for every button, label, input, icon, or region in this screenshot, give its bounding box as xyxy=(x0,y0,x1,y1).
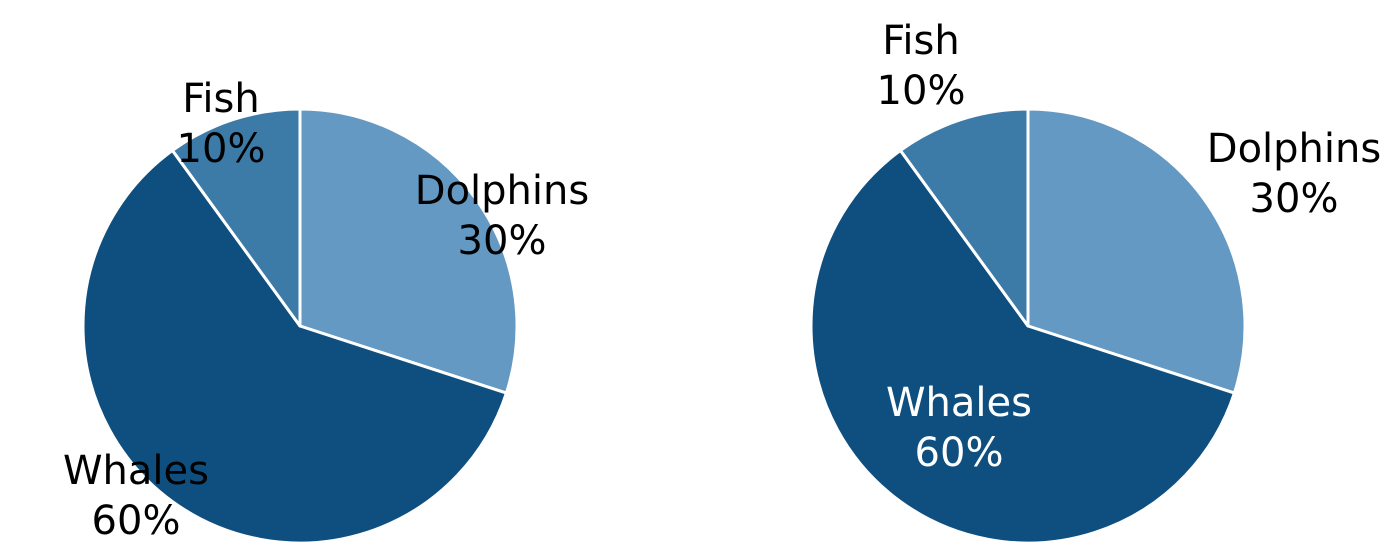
pie-slice-dolphins xyxy=(298,107,519,395)
slice-label-whales: Whales xyxy=(886,380,1032,426)
pie-slice-fish xyxy=(898,107,1030,328)
slice-label-whales: Whales xyxy=(63,448,209,494)
slice-label-dolphins: Dolphins xyxy=(415,168,589,214)
slice-label-dolphins: Dolphins xyxy=(1207,126,1381,172)
pie-slice-fish xyxy=(170,107,302,328)
pie-slice-dolphins xyxy=(1026,107,1247,395)
slice-value-fish: 10% xyxy=(877,68,966,114)
slice-value-whales: 60% xyxy=(915,430,1004,476)
pie-slice-whales xyxy=(81,148,508,545)
slice-value-dolphins: 30% xyxy=(458,218,547,264)
slice-label-fish: Fish xyxy=(182,76,259,122)
slice-value-dolphins: 30% xyxy=(1250,176,1339,222)
slice-value-whales: 60% xyxy=(92,498,181,544)
pie-slice-whales xyxy=(809,148,1236,545)
slice-label-fish: Fish xyxy=(882,18,959,64)
slice-value-fish: 10% xyxy=(177,126,266,172)
